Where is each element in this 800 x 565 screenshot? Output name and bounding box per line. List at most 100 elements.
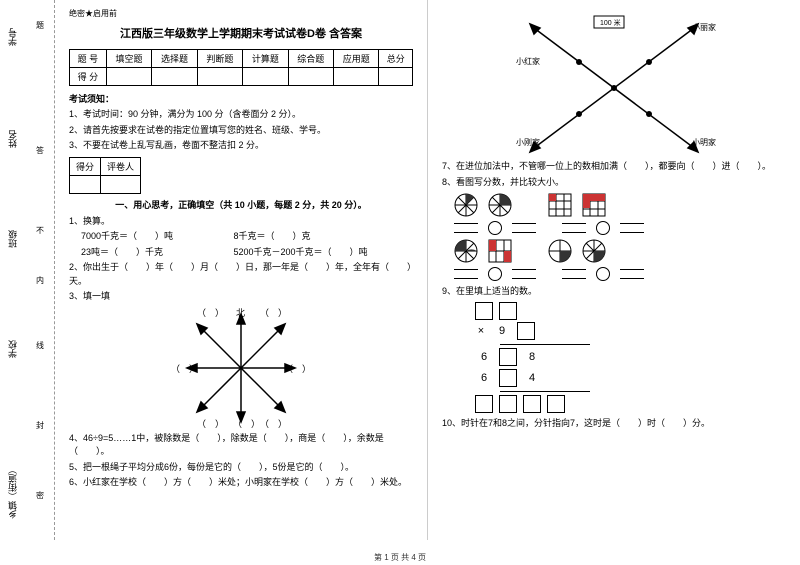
q1b: 8千克＝（ ）克 (234, 231, 311, 241)
digit-box[interactable] (499, 348, 517, 366)
td-blank[interactable] (334, 68, 379, 86)
xdiag-label: 小明家 (692, 137, 716, 148)
xdiag-label: 小丽家 (692, 22, 716, 33)
mini-th: 评卷人 (101, 157, 141, 175)
compass-lbl: （ ） (197, 417, 224, 430)
fraction-circle-icon (582, 239, 606, 263)
fraction-square-icon (488, 239, 512, 263)
spine-label-town: 乡镇（街道） (6, 465, 19, 519)
fraction-blank[interactable] (620, 269, 644, 279)
fraction-blank[interactable] (562, 269, 586, 279)
spine-mark: 封 (36, 420, 44, 431)
compare-circle[interactable] (596, 221, 610, 235)
fraction-blank[interactable] (512, 223, 536, 233)
compare-circle[interactable] (488, 267, 502, 281)
q9: 9、在里填上适当的数。 (442, 285, 786, 299)
spine-mark: 不 (36, 225, 44, 236)
fraction-blank[interactable] (562, 223, 586, 233)
compass-lbl: （ ） (197, 306, 224, 319)
spine-mark: 内 (36, 275, 44, 286)
td-blank[interactable] (379, 68, 413, 86)
digit: 6 (472, 368, 496, 389)
digit-box[interactable] (499, 369, 517, 387)
td-blank[interactable] (197, 68, 242, 86)
fraction-blank[interactable] (454, 223, 478, 233)
fraction-circle-icon (454, 239, 478, 263)
xdiag-label: 小刚家 (516, 137, 540, 148)
q5: 5、把一根绳子平均分成6份，每份是它的（ ），5份是它的（ ）。 (69, 461, 413, 475)
notice-title: 考试须知： (69, 92, 413, 105)
compare-circle[interactable] (488, 221, 502, 235)
notice-item: 2、请首先按要求在试卷的指定位置填写您的姓名、班级、学号。 (69, 124, 413, 138)
compass-lbl: （ ） (284, 362, 311, 375)
td-blank[interactable] (288, 68, 333, 86)
q1: 1、换算。 (69, 215, 413, 229)
spine-mark: 线 (36, 340, 44, 351)
spine-label-school: 学校 (6, 340, 19, 358)
fraction-blank[interactable] (454, 269, 478, 279)
digit-box[interactable] (475, 302, 493, 320)
notice-item: 3、不要在试卷上乱写乱画，卷面不整洁扣 2 分。 (69, 139, 413, 153)
spine-mark: 题 (36, 20, 44, 31)
notice-item: 1、考试时间：90 分钟，满分为 100 分（含卷面分 2 分）。 (69, 108, 413, 122)
fraction-circle-icon (454, 193, 478, 217)
q1-row: 23吨＝（ ）千克 5200千克－200千克＝（ ）吨 (69, 246, 413, 260)
mini-blank[interactable] (70, 175, 101, 193)
binding-spine: 学号 姓名 班级 学校 乡镇（街道） 题 答 不 内 线 封 密 (0, 0, 55, 540)
spine-label-class: 班级 (6, 230, 19, 248)
q6: 6、小红家在学校（ ）方（ ）米处；小明家在学校（ ）方（ ）米处。 (69, 476, 413, 490)
td-blank[interactable] (106, 68, 151, 86)
compass-lbl: （ ） (233, 417, 260, 430)
compass-lbl: （ ） (260, 306, 287, 319)
x-diagram: 100 米 小丽家 小红家 小明家 小刚家 (514, 8, 714, 158)
td-blank[interactable] (243, 68, 288, 86)
spine-label-id: 学号 (6, 28, 19, 46)
q1a: 7000千克＝（ ）吨 (81, 230, 231, 244)
th: 综合题 (288, 50, 333, 68)
digit-box[interactable] (499, 395, 517, 413)
digit-box[interactable] (475, 395, 493, 413)
right-column: 100 米 小丽家 小红家 小明家 小刚家 7、在进位加法中，不管哪一位上的数相… (428, 0, 800, 540)
digit-9: 9 (490, 321, 514, 342)
compass-n: 北 (236, 306, 245, 319)
fraction-blank[interactable] (620, 223, 644, 233)
fraction-square-icon (548, 193, 572, 217)
compass-diagram: 北 （ ） （ ） （ ） （ ） （ ） （ ） （ ） (181, 308, 301, 428)
left-column: 绝密★启用前 江西版三年级数学上学期期末考试试卷D卷 含答案 题 号 填空题 选… (55, 0, 427, 540)
q10: 10、时针在7和8之间，分针指向7，这时是（ ）时（ ）分。 (442, 417, 786, 431)
q2: 2、你出生于（ ）年（ ）月（ ）日，那一年是（ ）年，全年有（ ）天。 (69, 261, 413, 288)
math-rule (500, 344, 590, 345)
th: 总分 (379, 50, 413, 68)
mini-blank[interactable] (101, 175, 141, 193)
th: 选择题 (152, 50, 197, 68)
section-heading: 一、用心思考，正确填空（共 10 小题，每题 2 分，共 20 分）。 (69, 198, 413, 211)
digit: 6 (472, 347, 496, 368)
th: 应用题 (334, 50, 379, 68)
digit-box[interactable] (523, 395, 541, 413)
q4: 4、46÷9=5……1中，被除数是（ ），除数是（ ），商是（ ），余数是（ ）… (69, 432, 413, 459)
q1c: 23吨＝（ ）千克 (81, 246, 231, 260)
compass-lbl: （ ） (260, 417, 287, 430)
compare-circle[interactable] (596, 267, 610, 281)
spine-mark: 答 (36, 145, 44, 156)
digit-box[interactable] (547, 395, 565, 413)
q8: 8、看图写分数，并比较大小。 (442, 176, 786, 190)
xdiag-label: 小红家 (516, 56, 540, 67)
q1d: 5200千克－200千克＝（ ）吨 (234, 247, 368, 257)
digit-box[interactable] (517, 322, 535, 340)
fraction-grid (442, 193, 786, 281)
digit: 4 (520, 368, 544, 389)
digit-box[interactable] (499, 302, 517, 320)
page-footer: 第 1 页 共 4 页 (0, 552, 800, 563)
fraction-circle-icon (488, 193, 512, 217)
td-blank[interactable] (152, 68, 197, 86)
th: 判断题 (197, 50, 242, 68)
digit: 8 (520, 347, 544, 368)
q7: 7、在进位加法中，不管哪一位上的数相加满（ ），都要向（ ）进（ ）。 (442, 160, 786, 174)
fraction-blank[interactable] (512, 269, 536, 279)
grader-table: 得分评卷人 (69, 157, 141, 194)
xdiag-top: 100 米 (600, 18, 621, 28)
spine-mark: 密 (36, 490, 44, 501)
spine-label-name: 姓名 (6, 130, 19, 148)
score-table: 题 号 填空题 选择题 判断题 计算题 综合题 应用题 总分 得 分 (69, 49, 413, 86)
